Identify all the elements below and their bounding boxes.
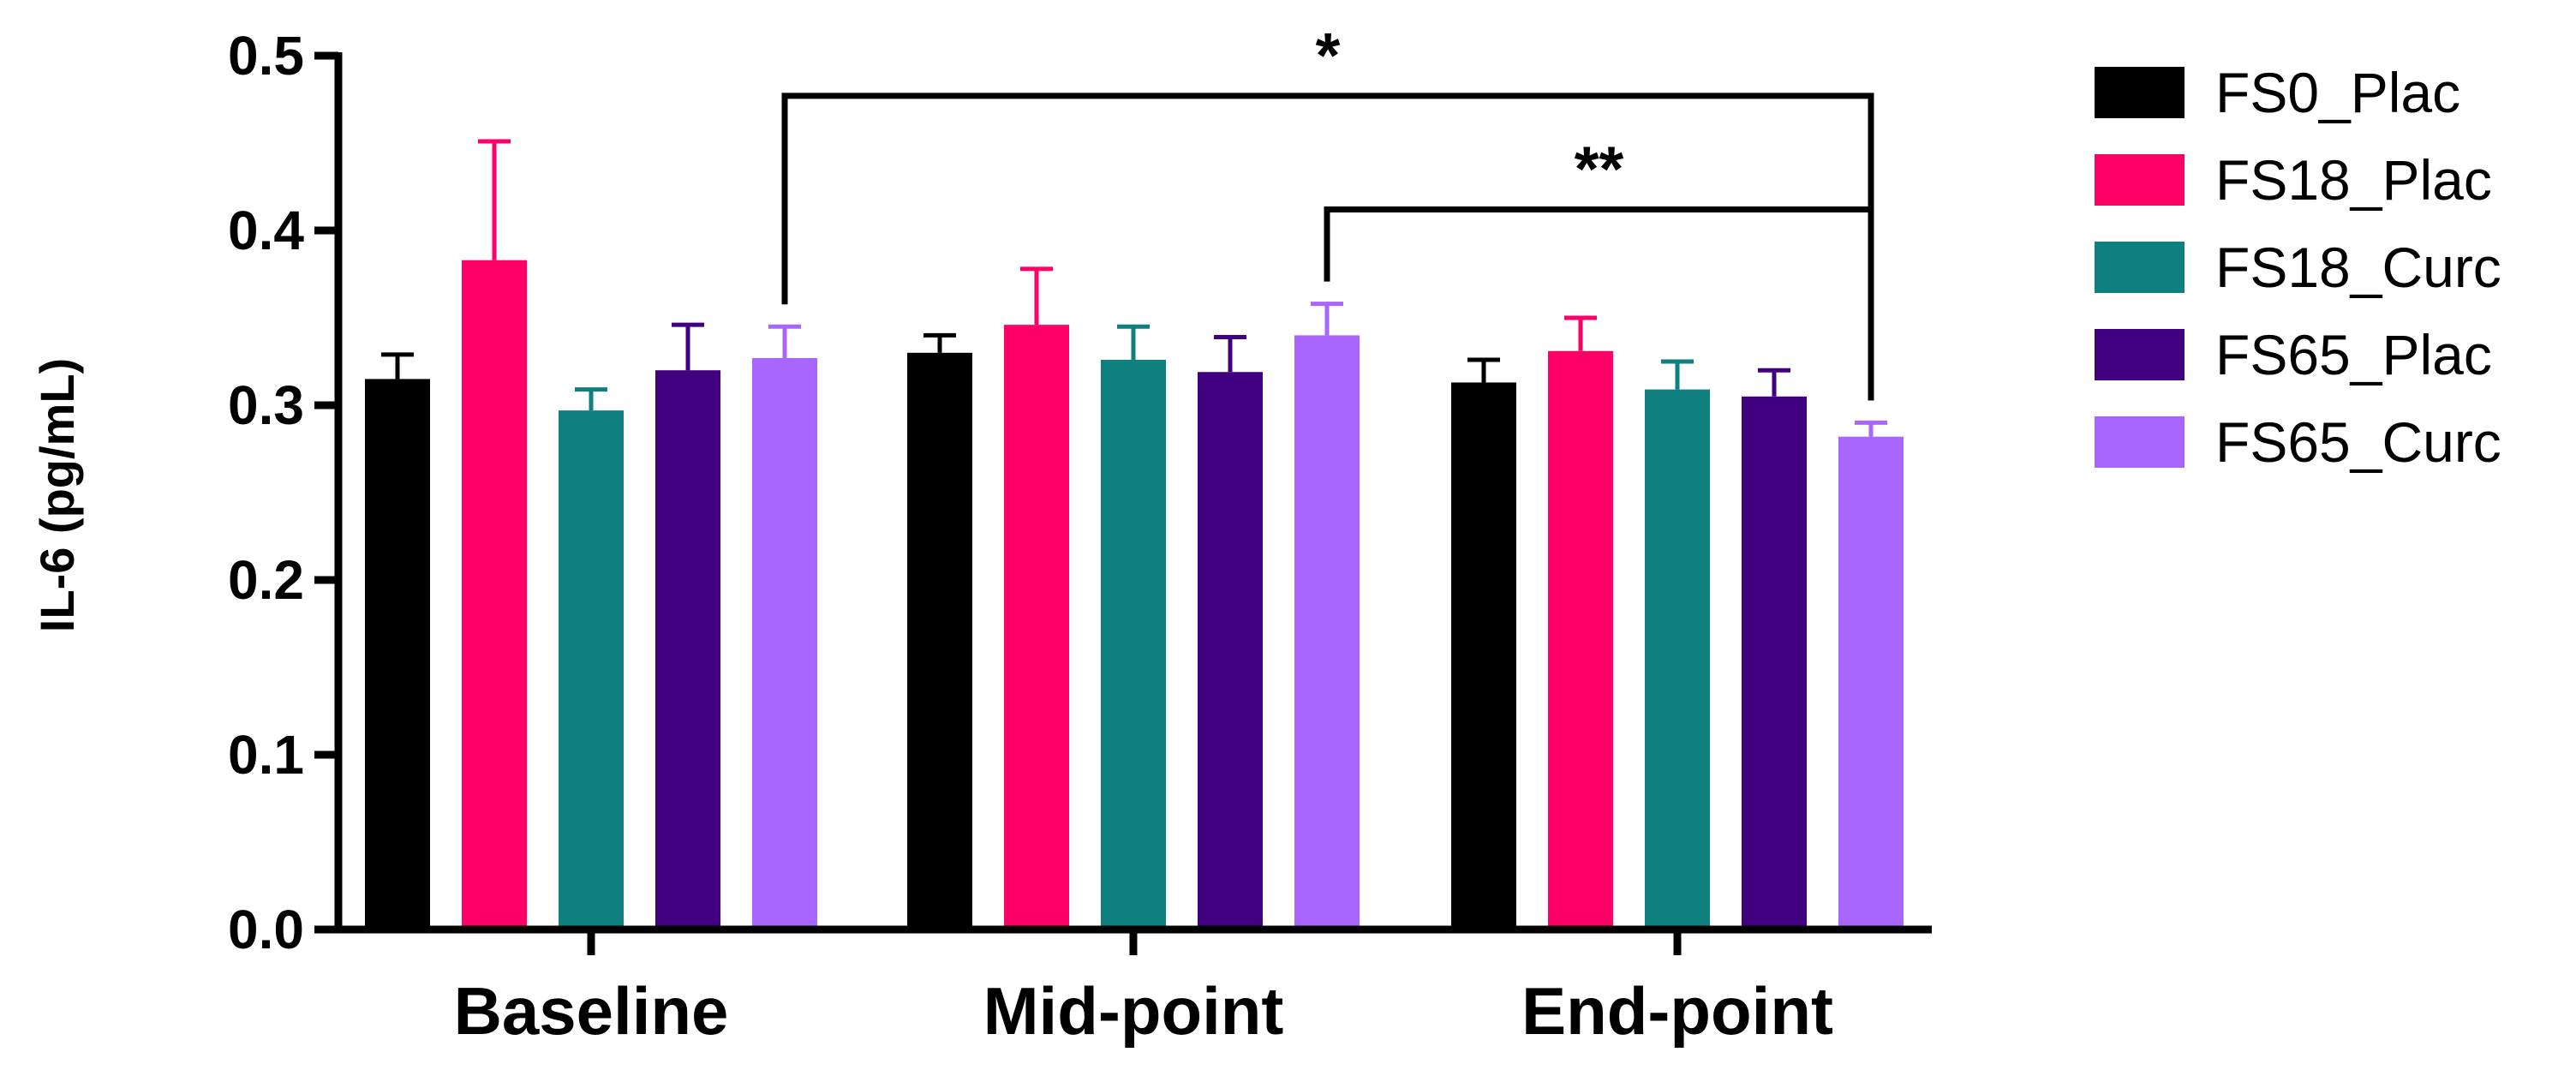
error-bar-FS18_Curc-Baseline — [575, 387, 607, 411]
error-bar-FS65_Curc-Mid-point — [1311, 302, 1343, 336]
bar-FS65_Curc-Baseline — [752, 357, 817, 930]
bar-FS0_Plac-End-point — [1451, 382, 1516, 930]
error-bar-FS65_Plac-Baseline — [672, 322, 704, 371]
bar-FS18_Curc-Baseline — [559, 410, 624, 930]
error-bar-FS0_Plac-Mid-point — [923, 332, 956, 353]
y-tick-label-0.4: 0.4 — [228, 200, 304, 261]
bar-FS0_Plac-Mid-point — [907, 352, 972, 930]
significance-layer: *** — [781, 20, 1874, 401]
y-tick-label-0.3: 0.3 — [228, 374, 304, 436]
error-bar-FS65_Curc-End-point — [1855, 420, 1887, 437]
error-bar-FS0_Plac-End-point — [1467, 357, 1500, 383]
significance-label-1: * — [1316, 20, 1341, 91]
y-tick-label-0.5: 0.5 — [228, 25, 304, 87]
error-bar-FS65_Plac-End-point — [1758, 368, 1790, 397]
bar-FS18_Plac-Baseline — [462, 260, 527, 930]
y-tick-label-0.1: 0.1 — [228, 724, 304, 786]
legend-label-FS65_Plac: FS65_Plac — [2215, 323, 2492, 386]
error-bar-FS18_Curc-Mid-point — [1117, 324, 1150, 360]
bar-FS65_Curc-Mid-point — [1294, 335, 1360, 930]
y-axis-title: IL-6 (pg/mL) — [30, 358, 84, 632]
error-bar-FS18_Curc-End-point — [1661, 359, 1694, 390]
legend-swatch-FS65_Curc — [2095, 416, 2185, 468]
legend-label-FS65_Curc: FS65_Curc — [2215, 410, 2501, 474]
bar-FS0_Plac-Baseline — [365, 379, 430, 930]
x-category-label-Mid-point: Mid-point — [983, 973, 1284, 1049]
bar-FS65_Plac-End-point — [1742, 396, 1807, 930]
error-bars-layer — [381, 139, 1887, 437]
bars-layer — [365, 260, 1904, 930]
legend-swatch-FS0_Plac — [2095, 67, 2185, 118]
error-bar-FS18_Plac-End-point — [1564, 315, 1597, 351]
y-tick-label-0.0: 0.0 — [228, 899, 304, 960]
significance-label-2: ** — [1575, 134, 1624, 205]
legend-swatch-FS18_Plac — [2095, 154, 2185, 206]
error-bar-FS0_Plac-Baseline — [381, 352, 414, 380]
x-category-label-End-point: End-point — [1521, 973, 1833, 1049]
x-category-label-Baseline: Baseline — [454, 973, 729, 1049]
significance-bracket-2 — [1324, 206, 1874, 401]
legend: FS0_Plac FS18_Plac FS18_Curc FS65_Plac FS65_… — [2095, 61, 2501, 474]
bar-FS65_Plac-Baseline — [655, 370, 720, 930]
error-bar-FS18_Plac-Baseline — [478, 139, 511, 260]
bar-FS65_Curc-End-point — [1838, 436, 1904, 930]
bar-FS18_Plac-End-point — [1548, 350, 1613, 930]
bar-FS18_Curc-End-point — [1645, 389, 1710, 930]
bar-FS65_Plac-Mid-point — [1198, 372, 1263, 930]
bar-FS18_Curc-Mid-point — [1101, 359, 1166, 930]
legend-swatch-FS18_Curc — [2095, 242, 2185, 293]
legend-label-FS18_Curc: FS18_Curc — [2215, 236, 2501, 299]
axes-layer: 0.0 0.1 0.2 0.3 0.4 0.5 Baseline Mid-point End-p… — [228, 25, 1932, 1049]
bar-FS18_Plac-Mid-point — [1004, 325, 1069, 930]
legend-swatch-FS65_Plac — [2095, 329, 2185, 380]
y-tick-label-0.2: 0.2 — [228, 549, 304, 611]
legend-label-FS0_Plac: FS0_Plac — [2215, 61, 2460, 124]
legend-label-FS18_Plac: FS18_Plac — [2215, 148, 2492, 212]
error-bar-FS65_Curc-Baseline — [768, 324, 801, 358]
error-bar-FS65_Plac-Mid-point — [1214, 334, 1246, 373]
error-bar-FS18_Plac-Mid-point — [1020, 266, 1053, 326]
